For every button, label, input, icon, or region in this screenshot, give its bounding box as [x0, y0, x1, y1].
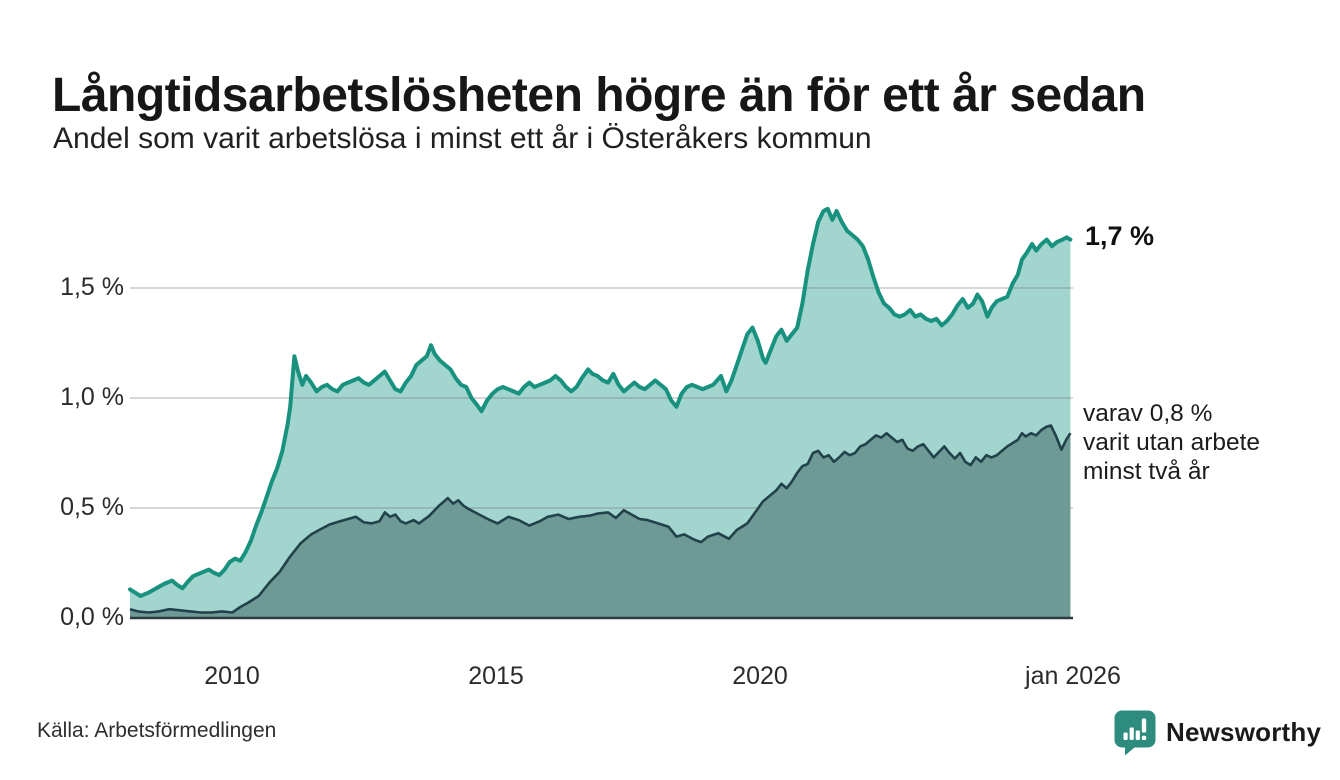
x-tick-jan-2026: jan 2026: [1025, 662, 1121, 690]
y-tick-0-5: 0,5 %: [60, 493, 124, 521]
speech-bubble-shape: [1114, 710, 1156, 756]
subset-label-line2: varit utan arbete: [1083, 429, 1261, 456]
x-tick-2020: 2020: [732, 662, 788, 690]
chart-subtitle: Andel som varit arbetslösa i minst ett å…: [53, 122, 872, 155]
line-unemployed-1yr: [128, 206, 1073, 598]
page-title: Långtidsarbetslösheten högre än för ett …: [52, 69, 1146, 123]
x-tick-2010: 2010: [204, 662, 260, 690]
y-tick-0-0: 0,0 %: [60, 603, 124, 631]
y-tick-1-5: 1,5 %: [60, 273, 124, 301]
area-fill-unemployed-2yr: [130, 425, 1071, 618]
subset-label-line3: minst två år: [1083, 458, 1210, 485]
mini-bar-chart-icon: [1123, 718, 1147, 740]
newsworthy-logo: Newsworthy: [1113, 709, 1321, 756]
brand-name: Newsworthy: [1166, 717, 1322, 747]
y-tick-1-0: 1,0 %: [60, 383, 124, 411]
source-credit: Källa: Arbetsförmedlingen: [37, 719, 277, 742]
subset-label-line1: varav 0,8 %: [1083, 400, 1213, 427]
latest-value-label: 1,7 %: [1085, 221, 1155, 251]
newsworthy-logo-icon: [1114, 710, 1156, 756]
x-tick-2015: 2015: [468, 662, 524, 690]
subset-value-label: varav 0,8 % varit utan arbete minst två …: [1083, 399, 1260, 486]
line-unemployed-2yr: [129, 424, 1072, 614]
